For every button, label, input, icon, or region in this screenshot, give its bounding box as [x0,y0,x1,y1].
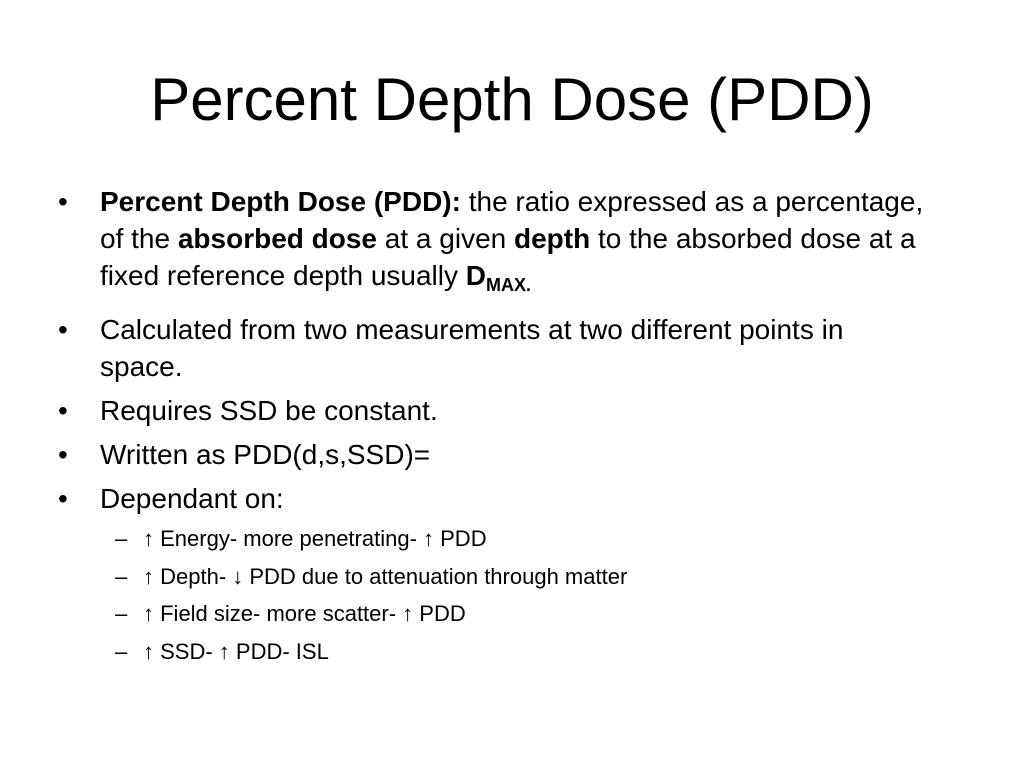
bullet-text: depth [514,223,591,254]
sub-bullet: ↑ Depth- ↓ PDD due to attenuation throug… [115,562,930,592]
sub-bullet: ↑ SSD- ↑ PDD- ISL [115,637,930,667]
bullet-text: Percent Depth Dose (PDD): [100,186,461,217]
bullet-text: Written as PDD(d,s,SSD)= [100,439,431,470]
bullet-text: the ratio expressed as a percentage, of … [100,186,924,254]
bullet: Dependant on: [58,480,930,517]
bullet-list: Percent Depth Dose (PDD): the ratio expr… [58,183,930,674]
bullet-text: D [465,260,487,291]
bullet-text: Calculated from two measurements at two … [100,314,844,382]
sub-bullet-list: ↑ Energy- more penetrating- ↑ PDD ↑ Depth… [100,524,930,667]
bullet-text: to the absorbed dose at a fixed referenc… [100,223,916,291]
sub-bullet: ↑ Energy- more penetrating- ↑ PDD [115,524,930,554]
slide-title: Percent Depth Dose (PDD) [150,66,874,133]
subscript-text: MAX. [486,275,532,295]
bullet: Calculated from two measurements at two … [58,311,930,385]
bullet: Written as PDD(d,s,SSD)= [58,436,930,473]
bullet-text: Dependant on: [100,483,284,514]
sub-bullet: ↑ Field size- more scatter- ↑ PDD [115,599,930,629]
bullet-text: absorbed dose [177,223,378,254]
bullet: Requires SSD be constant. [58,392,930,429]
bullet-text: at a given [377,223,514,254]
bullet-text: Requires SSD be constant. [100,395,438,426]
bullet: Percent Depth Dose (PDD): the ratio expr… [58,183,930,304]
